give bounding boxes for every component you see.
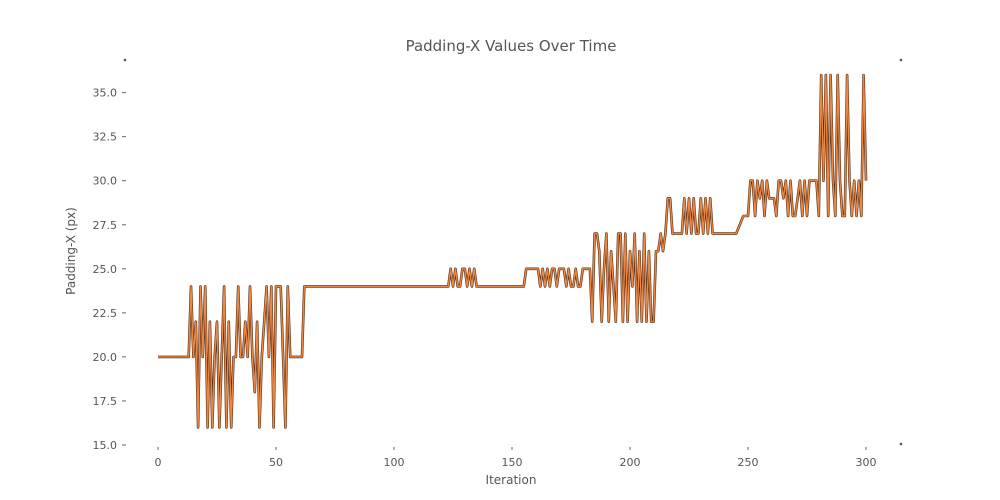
chart-title: Padding-X Values Over Time	[406, 37, 617, 55]
y-tick-label: 17.5	[93, 395, 118, 408]
x-tick-label: 0	[155, 456, 162, 469]
x-tick-label: 150	[502, 456, 523, 469]
y-tick-label: 27.5	[93, 219, 118, 232]
y-tick-label: 22.5	[93, 307, 118, 320]
y-tick-label: 25.0	[93, 263, 118, 276]
x-tick-label: 100	[384, 456, 405, 469]
y-tick-label: 30.0	[93, 175, 118, 188]
x-tick-label: 300	[856, 456, 877, 469]
y-tick-label: 32.5	[93, 131, 118, 144]
series-line	[158, 74, 867, 429]
y-tick-label: 15.0	[93, 439, 118, 452]
y-axis-label: Padding-X (px)	[64, 207, 78, 295]
x-axis-ticks: 0 50 100 150 200 250 300	[155, 447, 877, 469]
y-tick-label: 20.0	[93, 351, 118, 364]
x-tick-label: 200	[620, 456, 641, 469]
x-tick-label: 250	[738, 456, 759, 469]
y-tick-label: 35.0	[93, 87, 118, 100]
x-axis-label: Iteration	[486, 473, 537, 487]
y-axis-ticks: 15.0 17.5 20.0 22.5 25.0 27.5 30.0 32.5 35.0	[93, 87, 126, 452]
corner-mark-top-right	[899, 58, 903, 62]
series-layer	[158, 73, 868, 429]
corner-mark-bottom-right	[899, 442, 903, 446]
series-line-outline	[158, 73, 868, 429]
corner-mark-top-left	[123, 58, 127, 62]
x-tick-label: 50	[269, 456, 283, 469]
